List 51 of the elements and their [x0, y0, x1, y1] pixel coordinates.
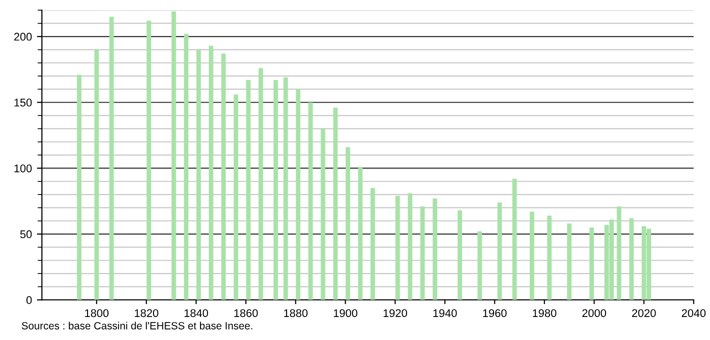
bar: [567, 224, 572, 300]
bar: [146, 20, 152, 300]
bar: [358, 166, 363, 300]
bar: [273, 80, 278, 300]
source-note: Sources : base Cassini de l'EHESS et base Insee.: [22, 322, 252, 330]
x-tick-label: 1960: [483, 309, 507, 318]
bar: [258, 68, 264, 300]
bar: [296, 89, 300, 300]
bar: [196, 50, 201, 300]
bar: [547, 216, 552, 300]
bar: [370, 188, 375, 300]
y-tick-label: 150: [14, 98, 32, 107]
y-tick-label: 200: [14, 32, 32, 41]
bar: [408, 193, 412, 300]
bar: [172, 12, 176, 300]
bar: [432, 198, 438, 300]
bar: [246, 80, 251, 300]
bar: [76, 74, 82, 300]
x-tick-label: 2000: [582, 309, 606, 318]
bar: [512, 178, 517, 300]
x-tick-label: 2020: [632, 309, 656, 318]
x-tick-label: 1840: [184, 309, 208, 318]
bar: [208, 46, 214, 300]
bar: [109, 16, 114, 300]
x-tick-label: 1800: [85, 309, 109, 318]
y-tick-label: 100: [14, 164, 32, 172]
x-tick-label: 1860: [234, 309, 258, 318]
bar: [333, 108, 338, 300]
bar: [530, 212, 534, 300]
bar: [346, 147, 350, 300]
bar: [589, 227, 594, 300]
bar: [395, 196, 400, 300]
x-tick-label: 1980: [532, 309, 556, 318]
bar: [184, 34, 188, 300]
y-tick-label: 50: [20, 230, 32, 238]
bar: [458, 210, 462, 300]
y-tick-label: 0: [26, 296, 32, 304]
bar: [308, 102, 313, 300]
x-tick-label: 1820: [134, 309, 158, 318]
bar: [94, 50, 99, 300]
bar: [616, 206, 622, 300]
bar: [234, 94, 238, 300]
bar: [477, 231, 482, 300]
bar: [629, 218, 634, 300]
x-tick-label: 1940: [433, 309, 457, 318]
x-tick-label: 1880: [284, 309, 308, 318]
x-tick-label: 1900: [334, 309, 358, 318]
x-tick-label: 2040: [682, 309, 706, 318]
bar: [283, 77, 288, 300]
x-tick-label: 1920: [384, 309, 408, 318]
bar: [497, 202, 502, 300]
